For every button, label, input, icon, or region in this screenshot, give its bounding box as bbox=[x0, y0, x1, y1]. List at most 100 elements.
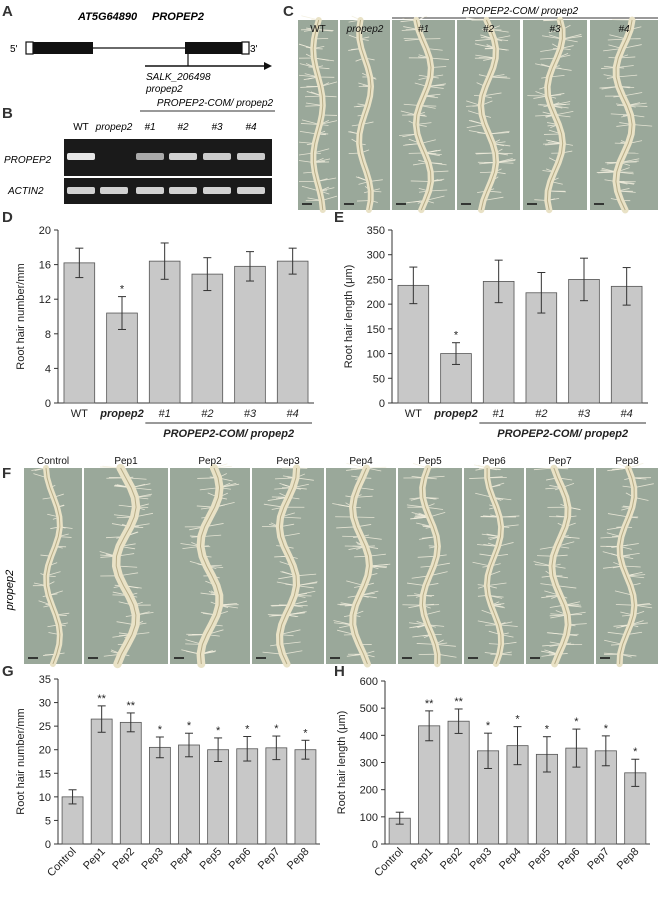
y-axis-label: Root hair number/mm bbox=[15, 708, 27, 814]
gel-lane-label: #1 bbox=[144, 122, 155, 133]
y-tick-label: 400 bbox=[360, 730, 378, 742]
y-axis-label: Root hair length (μm) bbox=[336, 711, 348, 815]
significance-label: * bbox=[545, 724, 550, 736]
bar bbox=[295, 750, 316, 844]
y-tick-label: 500 bbox=[360, 703, 378, 715]
y-tick-label: 0 bbox=[372, 839, 378, 851]
micrograph-label: #4 bbox=[618, 24, 630, 35]
x-tick-label: #3 bbox=[244, 408, 257, 420]
y-tick-label: 100 bbox=[367, 349, 385, 361]
panel-letter-e-text: E bbox=[334, 209, 344, 226]
y-tick-label: 35 bbox=[39, 674, 51, 686]
micrograph-label: Control bbox=[37, 456, 69, 467]
x-tick-label: #1 bbox=[159, 408, 171, 420]
micrograph-label: propep2 bbox=[346, 24, 384, 35]
significance-label: ** bbox=[454, 696, 463, 708]
insertion-line: SALK_206498 bbox=[146, 72, 211, 83]
significance-label: * bbox=[574, 716, 579, 728]
group-label: PROPEP2-COM/ propep2 bbox=[163, 428, 294, 440]
x-tick-label: Pep3 bbox=[139, 846, 166, 873]
y-tick-label: 30 bbox=[39, 698, 51, 710]
y-tick-label: 150 bbox=[367, 324, 385, 336]
gel-band-actin2 bbox=[100, 187, 128, 194]
y-tick-label: 600 bbox=[360, 676, 378, 688]
gel-band-propep2 bbox=[169, 153, 197, 160]
gel-band-actin2 bbox=[203, 187, 231, 194]
bar bbox=[149, 261, 180, 403]
x-tick-label: WT bbox=[405, 408, 422, 420]
micrograph-label: Pep6 bbox=[482, 456, 506, 467]
significance-label: ** bbox=[425, 698, 434, 710]
bar bbox=[192, 274, 223, 403]
micrograph-label: #3 bbox=[549, 24, 561, 35]
y-tick-label: 300 bbox=[367, 250, 385, 262]
y-tick-label: 20 bbox=[39, 225, 51, 237]
micrograph-label: Pep4 bbox=[349, 456, 373, 467]
y-tick-label: 12 bbox=[39, 294, 51, 306]
bar bbox=[64, 263, 95, 403]
x-tick-label: propep2 bbox=[99, 408, 143, 420]
x-tick-label: #4 bbox=[621, 408, 633, 420]
panel-a: A AT5G64890 PROPEP2 5' 3' SALK_206498 pr… bbox=[2, 3, 272, 95]
y-tick-label: 350 bbox=[367, 225, 385, 237]
panel-letter-g-text: G bbox=[2, 663, 14, 680]
x-tick-label: Pep4 bbox=[168, 846, 195, 873]
x-tick-label: Pep5 bbox=[198, 846, 225, 873]
bar bbox=[448, 721, 469, 844]
micrograph-bg bbox=[326, 468, 396, 664]
x-tick-label: Pep8 bbox=[615, 846, 642, 873]
x-tick-label: Pep8 bbox=[285, 846, 312, 873]
arrowhead-icon bbox=[264, 62, 272, 70]
x-tick-label: #4 bbox=[287, 408, 299, 420]
micrograph-label: #2 bbox=[483, 24, 495, 35]
gel-band-propep2 bbox=[237, 153, 265, 160]
bar bbox=[91, 719, 112, 844]
bar bbox=[120, 722, 141, 844]
x-tick-label: propep2 bbox=[433, 408, 477, 420]
x-tick-label: Pep1 bbox=[409, 846, 436, 873]
gel-lane-label: #4 bbox=[245, 122, 257, 133]
x-tick-label: Pep5 bbox=[526, 846, 553, 873]
y-tick-label: 0 bbox=[379, 398, 385, 410]
bar bbox=[179, 745, 200, 844]
x-tick-label: Pep4 bbox=[497, 846, 524, 873]
micrograph-label: Pep5 bbox=[418, 456, 442, 467]
x-tick-label: Pep7 bbox=[585, 846, 612, 873]
panel-letter-a: A bbox=[2, 3, 13, 20]
significance-label: * bbox=[245, 724, 250, 736]
utr3-box bbox=[242, 42, 249, 54]
exon2-box bbox=[185, 42, 242, 54]
significance-label: * bbox=[274, 723, 279, 735]
significance-label: * bbox=[158, 724, 163, 736]
y-tick-label: 300 bbox=[360, 758, 378, 770]
gel-band-propep2 bbox=[67, 153, 95, 160]
gel-band-propep2 bbox=[136, 153, 164, 160]
significance-label: ** bbox=[126, 700, 135, 712]
x-tick-label: Pep6 bbox=[227, 846, 254, 873]
y-tick-label: 10 bbox=[39, 792, 51, 804]
x-tick-label: Pep1 bbox=[81, 846, 108, 873]
y-axis-label: Root hair length (μm) bbox=[343, 265, 355, 369]
significance-label: * bbox=[604, 723, 609, 735]
significance-label: * bbox=[216, 725, 221, 737]
utr5-box bbox=[26, 42, 33, 54]
panel-letter-d-text: D bbox=[2, 209, 13, 226]
x-tick-label: #1 bbox=[493, 408, 505, 420]
gel-row-label-propep2: PROPEP2 bbox=[4, 155, 52, 166]
y-tick-label: 100 bbox=[360, 812, 378, 824]
bar bbox=[237, 749, 258, 844]
y-tick-label: 200 bbox=[367, 299, 385, 311]
micrograph-label: Pep3 bbox=[276, 456, 300, 467]
panel-letter-h-text: H bbox=[334, 663, 345, 680]
gel-band-propep2 bbox=[203, 153, 231, 160]
significance-label: * bbox=[120, 284, 125, 296]
x-tick-label: WT bbox=[71, 408, 88, 420]
group-label: PROPEP2-COM/ propep2 bbox=[497, 428, 628, 440]
panel-b: B PROPEP2-COM/ propep2 WT propep2 #1 #2 … bbox=[2, 98, 275, 204]
